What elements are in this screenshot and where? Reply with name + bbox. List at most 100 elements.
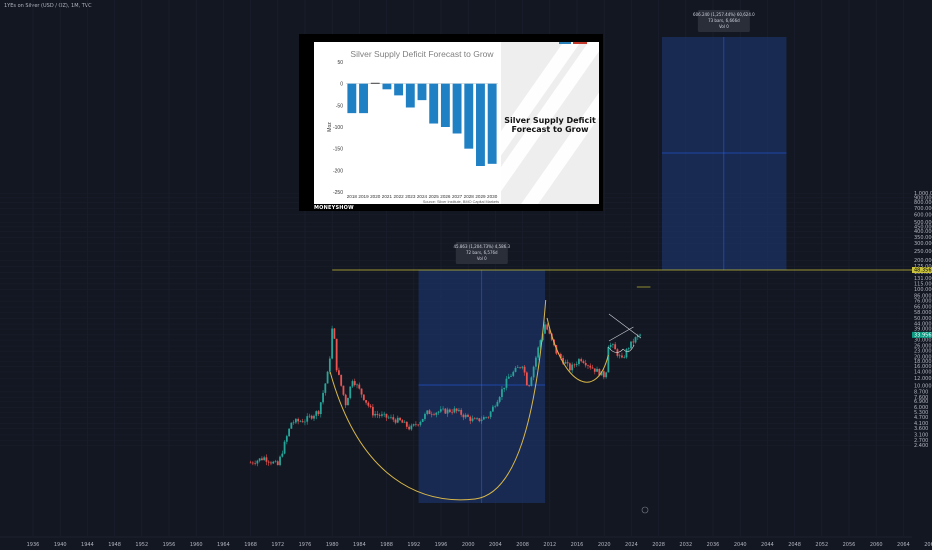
price-axis-label: 200.000 bbox=[914, 258, 932, 264]
inset-bar bbox=[370, 82, 380, 84]
price-axis-label: 300.000 bbox=[914, 241, 932, 247]
candle-body bbox=[566, 362, 569, 364]
candle-body bbox=[324, 383, 327, 393]
candle-body bbox=[535, 357, 537, 367]
candle-body bbox=[378, 414, 381, 416]
candle-body bbox=[639, 334, 641, 336]
candle-body bbox=[485, 417, 487, 418]
candle-body bbox=[444, 408, 447, 414]
candle-body bbox=[587, 365, 589, 366]
candle-body bbox=[374, 413, 377, 416]
candle-body bbox=[394, 419, 397, 423]
inset-x-tick: 2028 bbox=[464, 194, 475, 199]
inset-x-tick: 2029 bbox=[475, 194, 486, 199]
candle-body bbox=[274, 461, 277, 462]
candle-body bbox=[580, 359, 583, 362]
candle-body bbox=[473, 418, 476, 420]
price-axis-label: 600.000 bbox=[914, 212, 932, 218]
candle-body bbox=[480, 419, 483, 422]
candle-body bbox=[519, 367, 521, 368]
time-axis-label: 1952 bbox=[135, 542, 148, 548]
candle-body bbox=[428, 410, 431, 415]
inset-bar bbox=[394, 83, 404, 96]
time-axis-label: 2008 bbox=[516, 542, 529, 548]
candle-body bbox=[591, 367, 594, 369]
candle-body bbox=[315, 411, 318, 416]
price-axis-label: 16.000 bbox=[914, 364, 932, 370]
candle-body bbox=[294, 419, 297, 423]
inset-x-tick: 2018 bbox=[347, 194, 358, 199]
price-axis-label: 39.000 bbox=[914, 327, 932, 333]
candle-body bbox=[546, 324, 549, 330]
candle-body bbox=[326, 371, 329, 384]
candle-body bbox=[460, 409, 463, 415]
price-axis-label: 5.300 bbox=[914, 410, 928, 416]
candle-body bbox=[369, 405, 372, 407]
candle-body bbox=[399, 417, 401, 421]
time-axis-label: 2048 bbox=[788, 542, 801, 548]
inset-y-tick: -150 bbox=[333, 147, 343, 153]
candle-body bbox=[421, 418, 424, 422]
candle-body bbox=[636, 335, 639, 338]
candle-body bbox=[283, 441, 286, 454]
price-axis-label: 6.000 bbox=[914, 405, 928, 411]
candle-body bbox=[568, 363, 571, 371]
level-price-badge bbox=[912, 267, 932, 273]
candle-body bbox=[317, 411, 320, 415]
candle-body bbox=[548, 329, 551, 334]
price-axis-label: 350.000 bbox=[914, 235, 932, 241]
inset-title-panel: Silver Supply Deficit Forecast to Grow bbox=[501, 42, 599, 204]
candle-body bbox=[598, 368, 601, 376]
inset-bar bbox=[487, 83, 497, 164]
candle-body bbox=[467, 414, 469, 417]
price-axis-label: 12.000 bbox=[914, 376, 932, 382]
candle-body bbox=[387, 417, 390, 419]
time-axis-label: 1956 bbox=[163, 542, 176, 548]
candle-body bbox=[528, 385, 531, 387]
candle-body bbox=[489, 411, 492, 418]
candle-body bbox=[383, 413, 386, 415]
measurement-line: 606.240 (1,257.44%) 60,624.0 bbox=[693, 12, 755, 17]
inset-y-tick: -50 bbox=[336, 103, 343, 109]
candle-body bbox=[417, 424, 420, 426]
candle-body bbox=[578, 359, 580, 365]
price-axis-label: 250.000 bbox=[914, 249, 932, 255]
candle-body bbox=[263, 457, 266, 461]
candle-body bbox=[442, 408, 444, 410]
price-axis-label: 4.100 bbox=[914, 421, 928, 427]
price-axis-label: 76.000 bbox=[914, 299, 932, 305]
time-axis-label: 2000 bbox=[462, 542, 475, 548]
time-axis-label: 1960 bbox=[190, 542, 203, 548]
candle-body bbox=[609, 344, 612, 347]
inset-chart-panel: Silver Supply Deficit Forecast to Grow 50… bbox=[314, 42, 501, 204]
measurement-tooltip bbox=[455, 242, 508, 264]
price-axis-label: 4.700 bbox=[914, 415, 928, 421]
candle-body bbox=[426, 410, 429, 414]
candle-body bbox=[623, 357, 626, 358]
candle-body bbox=[299, 421, 302, 422]
price-axis-label: 7.600 bbox=[914, 395, 928, 401]
inset-bar bbox=[405, 83, 415, 108]
inset-x-tick: 2021 bbox=[382, 194, 393, 199]
cup-curve-small bbox=[546, 317, 609, 383]
inset-x-tick: 2025 bbox=[429, 194, 440, 199]
candle-body bbox=[607, 346, 610, 373]
candle-body bbox=[356, 384, 358, 386]
time-axis-label: 2060 bbox=[870, 542, 883, 548]
candle-body bbox=[270, 462, 272, 464]
trendline-lower bbox=[608, 326, 634, 342]
time-axis-label: 2004 bbox=[489, 542, 502, 548]
candle-body bbox=[419, 421, 422, 425]
time-axis-label: 2052 bbox=[815, 542, 828, 548]
symbol-header: 1YEs on Silver (USD / OZ), 1M, TVC bbox=[4, 3, 92, 9]
candle-body bbox=[596, 368, 598, 372]
price-axis-label: 26.000 bbox=[914, 344, 932, 350]
candle-body bbox=[249, 462, 252, 464]
candle-body bbox=[424, 413, 426, 419]
moneyshow-watermark: MONEYSHOW bbox=[314, 205, 354, 211]
candle-body bbox=[272, 461, 275, 464]
candle-body bbox=[408, 426, 411, 430]
inset-bar bbox=[359, 83, 368, 114]
candle-body bbox=[392, 417, 395, 420]
